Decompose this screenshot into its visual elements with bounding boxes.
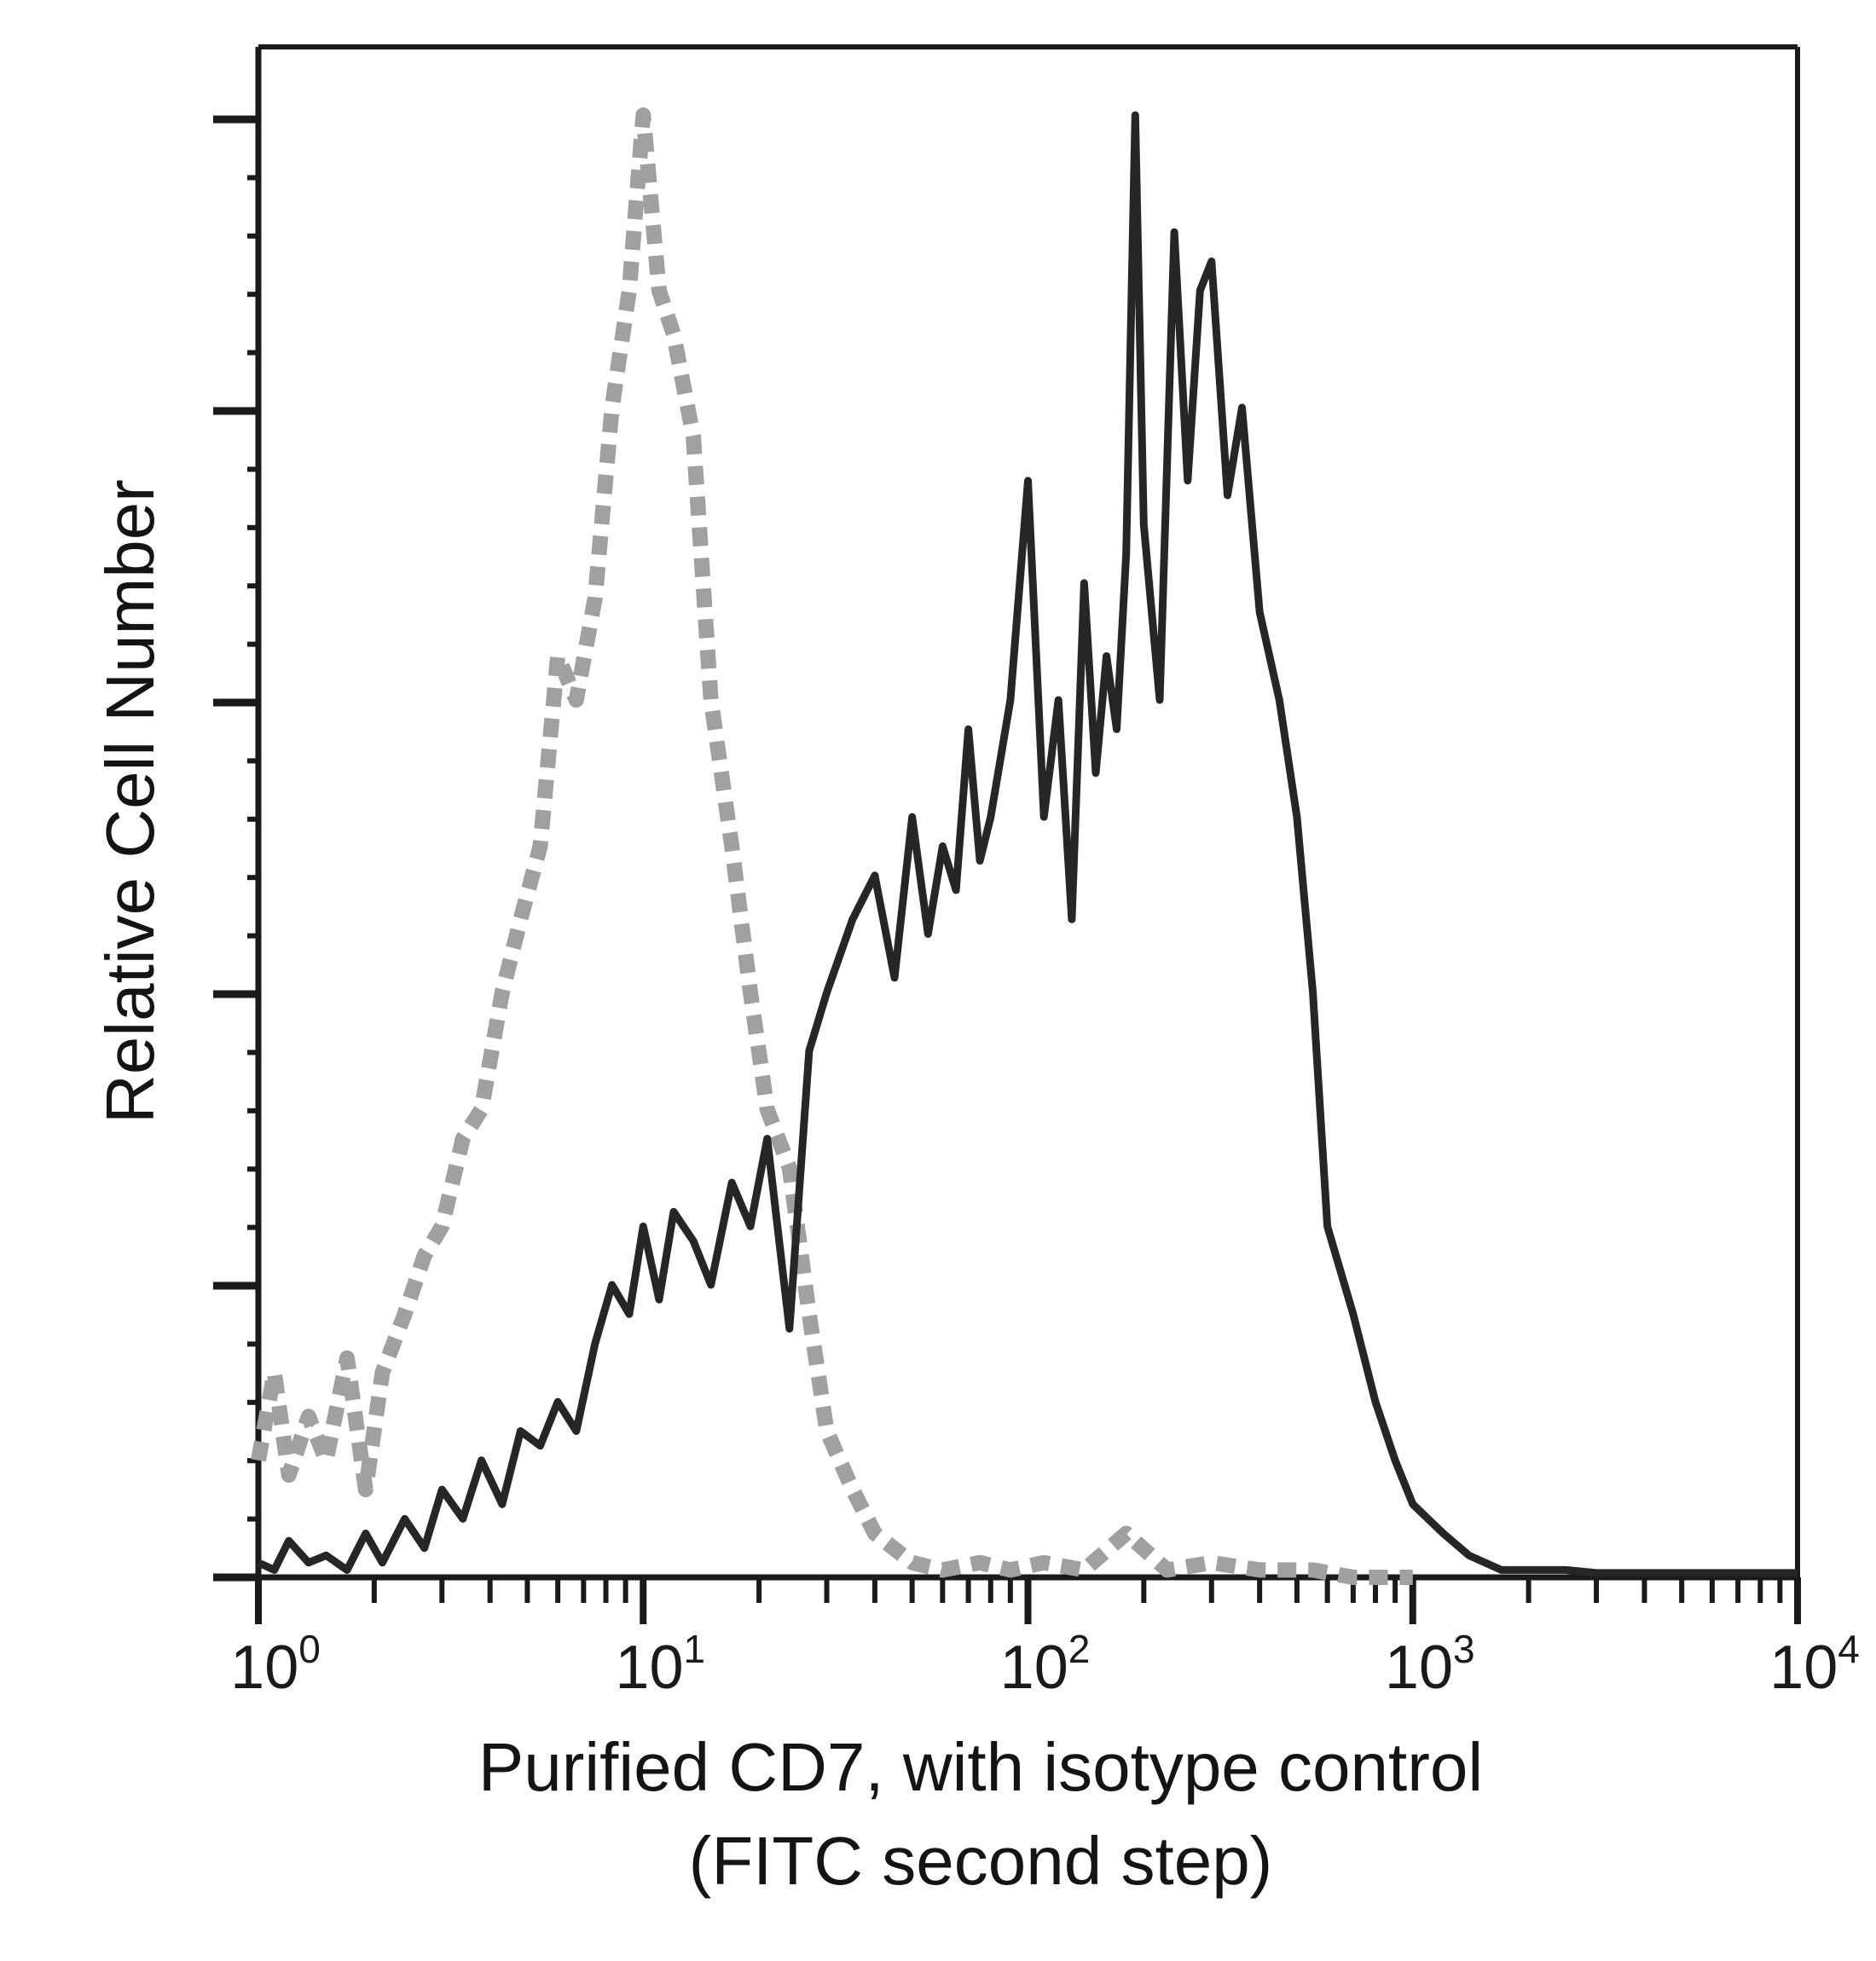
histogram-series-purified-CD7 [257,111,1798,1577]
x-tick-label-exponent: 0 [298,1627,321,1671]
y-axis-title: Relative Cell Number [92,479,168,1124]
x-tick-label: 101 [615,1627,705,1702]
x-tick-label-base: 10 [1000,1634,1068,1702]
x-tick-label-exponent: 1 [684,1627,706,1671]
x-tick-label-exponent: 3 [1453,1627,1475,1671]
x-axis-ticks [255,1577,1801,1624]
x-tick-label: 102 [1000,1627,1091,1702]
x-tick-label-base: 10 [615,1634,683,1702]
x-axis-title-line-1: Purified CD7, with isotype control [478,1729,1483,1805]
plot-frame [255,44,1800,1581]
x-tick-label-exponent: 2 [1068,1627,1091,1671]
x-axis-title-line-2: (FITC second step) [689,1823,1273,1899]
x-axis-tick-labels: 100 101 102 103 104 [230,1627,1860,1702]
x-tick-label-base: 10 [230,1634,298,1702]
x-tick-label-base: 10 [1385,1634,1453,1702]
x-tick-label-exponent: 4 [1838,1627,1860,1671]
x-tick-label: 103 [1385,1627,1475,1702]
histogram-series-isotype-control [251,107,1413,1585]
series-layer [251,107,1798,1585]
x-tick-label: 104 [1769,1627,1860,1702]
y-axis-ticks [213,115,258,1582]
x-tick-label-base: 10 [1769,1634,1838,1702]
x-tick-label: 100 [230,1627,321,1702]
